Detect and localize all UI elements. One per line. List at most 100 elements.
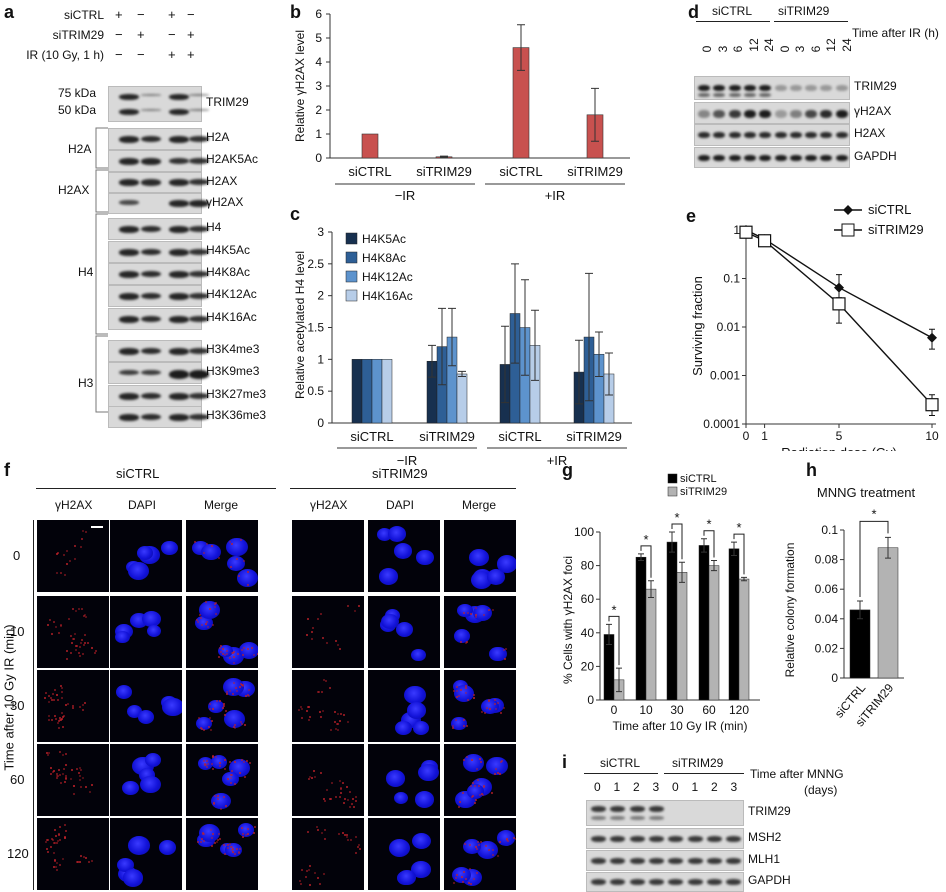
foci: [339, 720, 342, 723]
blot-band: [759, 93, 772, 97]
bar: [698, 545, 710, 701]
time-label: 1: [613, 780, 621, 794]
foci: [482, 784, 485, 787]
legend-swatch: [345, 289, 358, 302]
foci: [56, 862, 59, 865]
data-point: [832, 297, 846, 311]
foci: [240, 722, 243, 725]
nucleus: [142, 611, 162, 628]
foci: [64, 704, 67, 707]
foci: [196, 619, 199, 622]
foci: [73, 793, 76, 796]
blot-band: [805, 85, 818, 91]
foci: [312, 627, 315, 630]
foci: [216, 841, 219, 844]
foci: [209, 608, 212, 611]
category-label: siTRIM29: [416, 164, 472, 179]
foci: [460, 689, 463, 692]
blot-band: [805, 154, 818, 161]
blot-band: [706, 879, 722, 885]
foci: [239, 539, 242, 542]
foci: [243, 559, 246, 562]
error-bar: [521, 279, 529, 376]
foci: [233, 725, 236, 728]
foci: [199, 617, 202, 620]
blot-label: γH2AX: [206, 194, 244, 209]
foci: [451, 726, 454, 729]
foci: [79, 767, 82, 770]
significance-star: *: [706, 517, 711, 532]
foci: [204, 623, 207, 626]
foci: [488, 700, 491, 703]
foci: [301, 708, 304, 711]
foci: [466, 755, 469, 758]
foci: [471, 794, 474, 797]
foci: [54, 835, 57, 838]
blot-band: [591, 835, 606, 842]
foci: [219, 837, 222, 840]
error-bar: [885, 536, 891, 559]
foci: [461, 876, 464, 879]
foci: [457, 805, 460, 808]
foci: [48, 719, 51, 722]
significance-bracket: [733, 533, 745, 575]
blot-label: H3K27me3: [206, 387, 267, 401]
foci: [462, 725, 465, 728]
foci: [84, 633, 87, 636]
foci: [55, 774, 58, 777]
foci: [323, 797, 326, 800]
x-tick-label: 120: [729, 703, 749, 717]
legend-swatch: [345, 232, 358, 245]
blot-band: [169, 225, 189, 233]
blot-h2ak5ac: [108, 150, 209, 172]
bar: [645, 588, 657, 701]
foci: [324, 829, 327, 832]
foci: [65, 763, 68, 766]
foci: [78, 779, 81, 782]
foci: [319, 882, 322, 885]
foci: [317, 690, 320, 693]
blot-band: [141, 315, 161, 323]
foci: [339, 786, 342, 789]
foci: [461, 881, 464, 884]
foci: [349, 838, 352, 841]
foci: [494, 703, 497, 706]
foci: [243, 724, 246, 727]
blot-band: [169, 392, 189, 400]
foci: [347, 839, 350, 842]
panel-label-g: g: [562, 460, 573, 480]
foci: [56, 693, 59, 696]
error-bar: [669, 531, 675, 553]
group-line: [774, 21, 848, 22]
foci: [247, 584, 249, 587]
foci: [215, 700, 218, 703]
foci: [63, 767, 66, 770]
blot-band: [789, 154, 802, 161]
y-tick-label: 2.5: [307, 257, 324, 271]
foci: [247, 647, 250, 650]
micrograph-merge: [444, 596, 516, 668]
foci: [252, 653, 255, 656]
foci: [514, 838, 516, 841]
bar: [456, 373, 468, 424]
blot-band: [687, 879, 703, 885]
foci: [62, 726, 65, 729]
foci: [485, 707, 488, 710]
blot-band: [706, 835, 722, 842]
foci: [355, 796, 358, 799]
foci: [58, 832, 61, 835]
blot-band: [189, 109, 209, 111]
y-tick-label: 0.1: [821, 523, 838, 537]
foci: [238, 771, 241, 774]
foci: [81, 638, 84, 641]
blot-band: [169, 270, 189, 278]
foci: [307, 830, 310, 833]
foci: [236, 847, 239, 850]
foci: [219, 650, 222, 653]
foci: [475, 847, 478, 850]
blot-h2a: [108, 128, 209, 150]
foci: [208, 708, 211, 711]
foci: [229, 566, 232, 569]
y-tick-label: 0.08: [815, 553, 839, 567]
blot-band: [698, 154, 710, 161]
